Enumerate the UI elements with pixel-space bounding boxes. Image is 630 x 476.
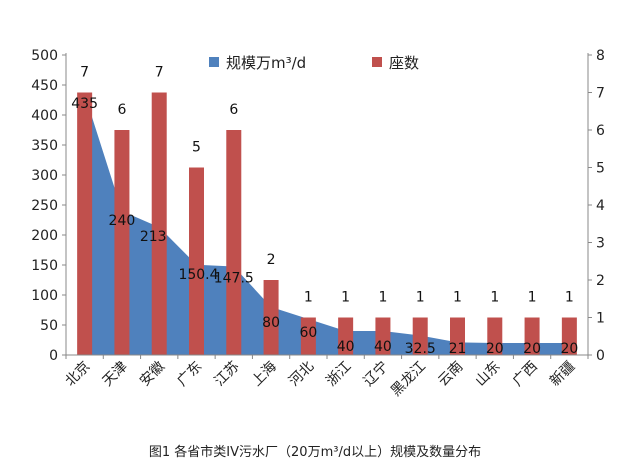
area-data-label: 20: [523, 341, 541, 357]
bar-data-label: 1: [341, 290, 350, 306]
bar-data-label: 1: [565, 290, 574, 306]
bar-data-label: 6: [229, 102, 238, 118]
left-tick-label: 450: [31, 78, 58, 94]
left-tick-label: 350: [31, 138, 58, 154]
x-tick-label: 浙江: [323, 359, 354, 390]
left-tick-label: 400: [31, 108, 58, 124]
area-data-label: 40: [337, 339, 355, 355]
right-tick-label: 8: [596, 48, 605, 64]
right-tick-label: 1: [596, 311, 605, 327]
area-data-label: 240: [109, 213, 136, 229]
figure-caption: 图1 各省市类IV污水厂（20万m³/d以上）规模及数量分布: [148, 445, 482, 460]
left-tick-label: 200: [31, 228, 58, 244]
right-tick-label: 6: [596, 123, 605, 139]
x-tick-label: 新疆: [547, 359, 578, 390]
area-data-label: 213: [140, 229, 167, 245]
right-tick-label: 5: [596, 161, 605, 177]
bar-count: [450, 317, 465, 355]
bar-count: [151, 92, 167, 355]
area-data-label: 32.5: [405, 341, 436, 357]
bar-count: [189, 167, 204, 355]
area-data-label: 80: [262, 315, 280, 331]
legend-swatch-count: [372, 57, 382, 67]
legend-label-count: 座数: [389, 54, 419, 72]
bar-data-label: 2: [267, 252, 276, 268]
left-tick-label: 300: [31, 168, 58, 184]
area-data-label: 435: [71, 96, 98, 112]
x-tick-label: 广东: [174, 359, 205, 390]
bar-count: [375, 317, 391, 355]
x-tick-label: 广西: [510, 359, 541, 390]
left-tick-label: 500: [31, 48, 58, 64]
x-tick-label: 云南: [435, 359, 466, 390]
bar-count: [561, 317, 577, 355]
x-tick-label: 黑龙江: [388, 359, 429, 400]
bar-data-label: 1: [453, 290, 462, 306]
bar-count: [263, 280, 279, 355]
right-tick-label: 7: [596, 86, 605, 102]
bar-count: [412, 317, 428, 355]
bar-data-label: 1: [490, 290, 499, 306]
x-tick-label: 安徽: [137, 359, 168, 390]
area-data-label: 40: [374, 339, 392, 355]
area-data-label: 150.4: [178, 267, 218, 283]
left-tick-label: 50: [40, 318, 58, 334]
bar-data-label: 6: [117, 102, 126, 118]
bar-count: [226, 130, 242, 355]
bar-count: [524, 317, 540, 355]
bar-data-label: 7: [155, 65, 164, 81]
left-tick-label: 100: [31, 288, 58, 304]
left-tick-label: 250: [31, 198, 58, 214]
x-tick-label: 北京: [62, 359, 93, 390]
x-tick-label: 河北: [286, 359, 317, 390]
bar-data-label: 7: [80, 65, 89, 81]
bar-count: [487, 317, 503, 355]
area-data-label: 147.5: [214, 271, 254, 287]
bar-count: [77, 92, 93, 355]
area-data-label: 20: [486, 341, 504, 357]
left-tick-label: 150: [31, 258, 58, 274]
right-tick-label: 3: [596, 236, 605, 252]
legend-swatch-scale: [209, 57, 219, 67]
area-data-label: 60: [299, 325, 317, 341]
legend-label-scale: 规模万m³/d: [226, 54, 306, 72]
bar-data-label: 1: [378, 290, 387, 306]
right-tick-label: 2: [596, 273, 605, 289]
bar-data-label: 1: [304, 290, 313, 306]
x-tick-label: 天津: [100, 359, 131, 390]
x-tick-label: 辽宁: [360, 358, 392, 390]
bar-count: [300, 317, 316, 355]
right-tick-label: 0: [596, 348, 605, 364]
x-tick-label: 上海: [249, 359, 280, 390]
area-data-label: 21: [449, 341, 467, 357]
x-tick-label: 山东: [473, 359, 504, 390]
bar-count: [338, 317, 354, 355]
left-tick-label: 0: [49, 348, 58, 364]
bar-data-label: 5: [192, 140, 201, 156]
area-data-label: 20: [560, 341, 578, 357]
chart: 0 50 100 150 200 250 300 350 400 450 500 0 1 2 3 4 5 6 7 8 北…: [31, 48, 605, 400]
right-tick-label: 4: [596, 198, 605, 214]
area-series-scale: [84, 94, 570, 355]
x-tick-label: 江苏: [212, 359, 243, 390]
bar-data-label: 1: [416, 290, 425, 306]
bar-data-label: 1: [528, 290, 537, 306]
bar-count: [114, 130, 130, 355]
